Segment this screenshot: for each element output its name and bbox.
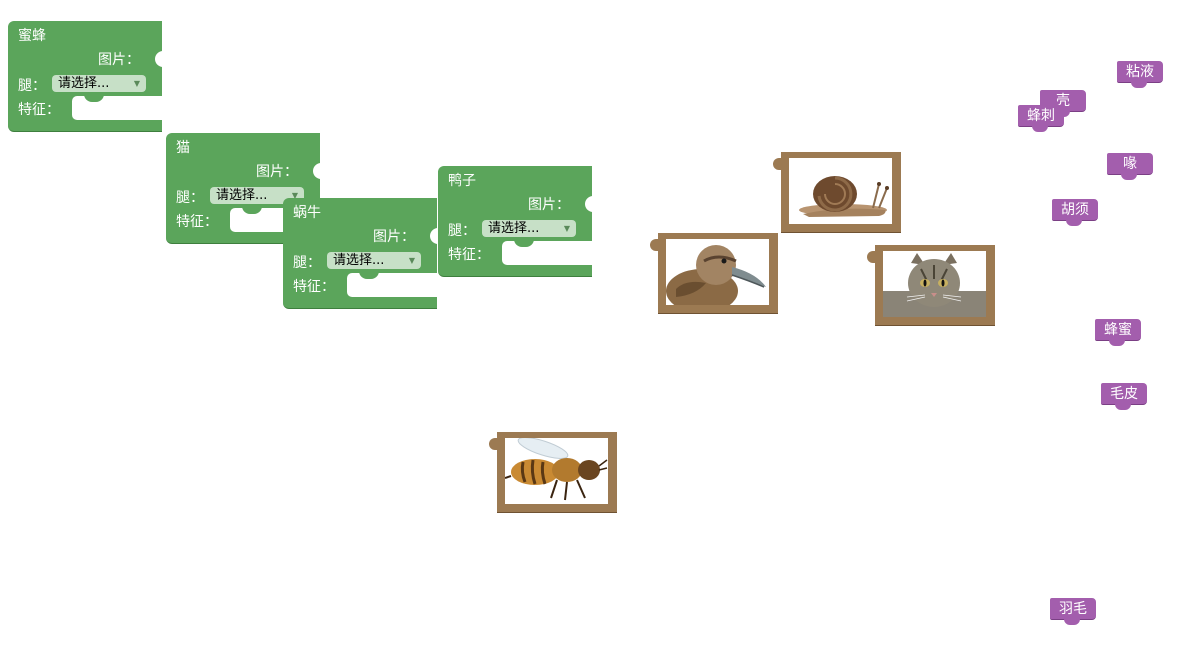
leg-dropdown[interactable]: 请选择... ▼ xyxy=(52,75,146,92)
leg-label: 腿： xyxy=(448,223,476,239)
picture-connector-tab xyxy=(489,438,499,450)
feature-tag-whiskers[interactable]: 胡须 xyxy=(1052,199,1098,226)
snail-image xyxy=(789,158,892,224)
feature-label: 特征： xyxy=(18,102,60,118)
animal-block-snail[interactable]: 蜗牛 图片： 腿： 请选择... ▼ 特征： xyxy=(283,198,438,309)
image-input-label: 图片： xyxy=(256,164,298,180)
duck-image xyxy=(666,239,769,305)
image-input-label: 图片： xyxy=(98,52,140,68)
animal-name: 蜗牛 xyxy=(293,205,321,221)
leg-dropdown-value: 请选择... xyxy=(216,188,268,203)
bee-image xyxy=(505,438,608,504)
leg-label: 腿： xyxy=(293,255,321,271)
animal-block-duck[interactable]: 鸭子 图片： 腿： 请选择... ▼ 特征： xyxy=(438,166,593,277)
image-input-label: 图片： xyxy=(528,197,570,213)
image-input-socket[interactable] xyxy=(155,51,163,67)
leg-dropdown-value: 请选择... xyxy=(58,76,110,91)
image-input-socket[interactable] xyxy=(313,163,321,179)
animal-name: 蜜蜂 xyxy=(18,28,46,44)
leg-dropdown-value: 请选择... xyxy=(488,221,540,236)
leg-dropdown[interactable]: 请选择... ▼ xyxy=(327,252,421,269)
leg-dropdown[interactable]: 请选择... ▼ xyxy=(210,187,304,204)
animal-block-cat[interactable]: 猫 图片： 腿： 请选择... ▼ 特征： xyxy=(166,133,321,244)
picture-block-duck[interactable] xyxy=(650,233,778,314)
feature-label: 特征： xyxy=(176,214,218,230)
dropdown-arrow-icon: ▼ xyxy=(563,224,570,233)
feature-tag-feathers[interactable]: 羽毛 xyxy=(1050,598,1096,625)
picture-block-snail[interactable] xyxy=(773,152,901,233)
feature-statement-slot[interactable] xyxy=(72,94,162,120)
feature-tag-fur[interactable]: 毛皮 xyxy=(1101,383,1147,410)
dropdown-arrow-icon: ▼ xyxy=(408,256,415,265)
feature-tag-mucus[interactable]: 粘液 xyxy=(1117,61,1163,88)
feature-label: 特征： xyxy=(448,247,490,263)
feature-statement-slot[interactable] xyxy=(502,239,592,265)
image-input-socket[interactable] xyxy=(430,228,438,244)
image-input-socket[interactable] xyxy=(585,196,593,212)
feature-label: 特征： xyxy=(293,279,335,295)
picture-connector-tab xyxy=(650,239,660,251)
feature-tag-stinger[interactable]: 蜂刺 xyxy=(1018,105,1064,132)
picture-connector-tab xyxy=(867,251,877,263)
cat-image xyxy=(883,251,986,317)
feature-statement-slot[interactable] xyxy=(347,271,437,297)
picture-block-cat[interactable] xyxy=(867,245,995,326)
picture-block-bee[interactable] xyxy=(489,432,617,513)
animal-block-bee[interactable]: 蜜蜂 图片： 腿： 请选择... ▼ 特征： xyxy=(8,21,163,132)
feature-tag-honey[interactable]: 蜂蜜 xyxy=(1095,319,1141,346)
image-input-label: 图片： xyxy=(373,229,415,245)
dropdown-arrow-icon: ▼ xyxy=(133,79,140,88)
leg-dropdown-value: 请选择... xyxy=(333,253,385,268)
leg-label: 腿： xyxy=(18,78,46,94)
picture-connector-tab xyxy=(773,158,783,170)
leg-label: 腿： xyxy=(176,190,204,206)
animal-name: 猫 xyxy=(176,140,190,156)
dropdown-arrow-icon: ▼ xyxy=(291,191,298,200)
leg-dropdown[interactable]: 请选择... ▼ xyxy=(482,220,576,237)
feature-tag-beak[interactable]: 喙 xyxy=(1107,153,1153,180)
animal-name: 鸭子 xyxy=(448,173,476,189)
